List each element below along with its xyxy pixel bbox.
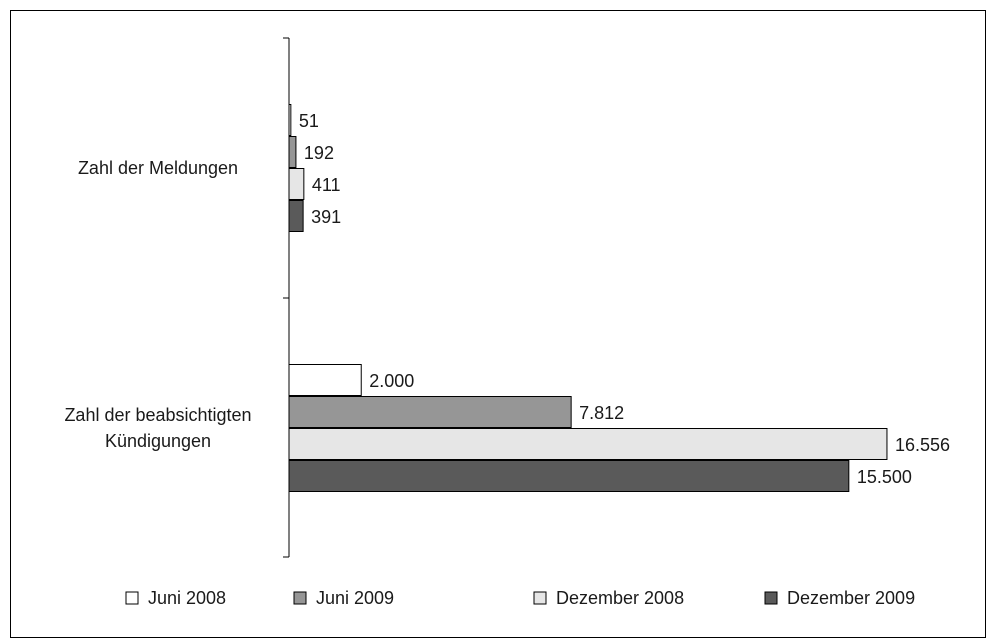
category-label: Zahl der Meldungen — [78, 158, 238, 178]
legend-swatch — [764, 591, 778, 605]
data-label: 2.000 — [369, 371, 414, 391]
category-label: Zahl der beabsichtigten — [64, 405, 251, 425]
bar — [288, 168, 305, 200]
bar — [288, 364, 362, 396]
legend-swatch — [533, 591, 547, 605]
bar — [288, 428, 888, 460]
bar — [288, 104, 292, 136]
legend-label: Dezember 2008 — [556, 588, 684, 608]
data-label: 391 — [311, 207, 341, 227]
data-label: 15.500 — [857, 467, 912, 487]
bar — [288, 396, 572, 428]
data-label: 411 — [312, 175, 341, 195]
legend-label: Dezember 2009 — [787, 588, 915, 608]
bar — [288, 136, 297, 168]
legend-swatch — [293, 591, 307, 605]
category-label: Kündigungen — [105, 431, 211, 451]
bar — [288, 460, 850, 492]
data-label: 192 — [304, 143, 334, 163]
chart-frame — [10, 10, 986, 638]
data-label: 51 — [299, 111, 319, 131]
legend-swatch — [125, 591, 139, 605]
legend-label: Juni 2009 — [316, 588, 394, 608]
data-label: 16.556 — [895, 435, 950, 455]
legend-label: Juni 2008 — [148, 588, 226, 608]
bar — [288, 200, 304, 232]
data-label: 7.812 — [579, 403, 624, 423]
